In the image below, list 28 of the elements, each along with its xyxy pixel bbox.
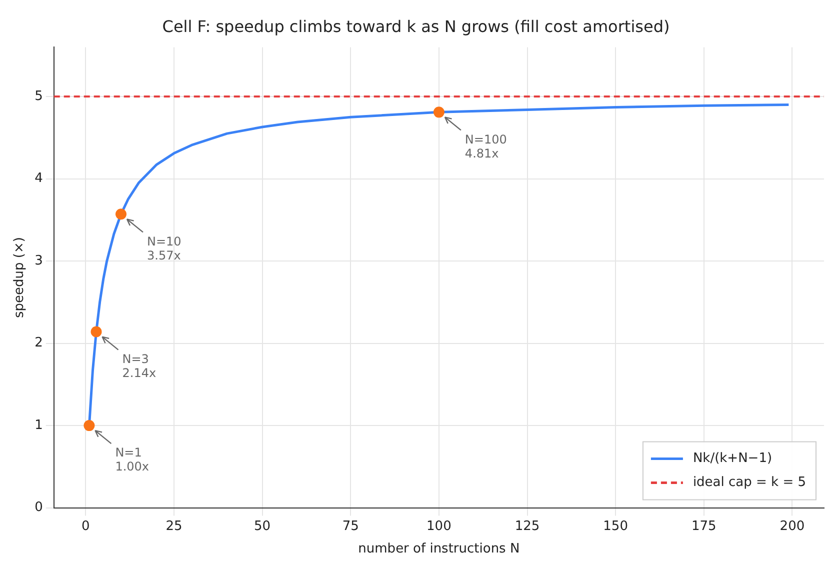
y-tick-label: 3 <box>34 253 43 268</box>
x-tick-label: 50 <box>254 518 271 534</box>
point <box>433 106 444 118</box>
x-tick-label: 100 <box>426 518 452 534</box>
y-tick-label: 1 <box>34 418 43 433</box>
annotation: N=10 3.57x <box>146 234 182 262</box>
chart-title: Cell F: speedup climbs toward k as N grows (fill cost amortised) <box>162 16 670 36</box>
x-tick-label: 75 <box>342 518 359 534</box>
y-tick-label: 4 <box>34 171 43 186</box>
legend-label: Nk/(k+N−1) <box>692 451 772 466</box>
annotation: N=3 2.14x <box>122 352 156 380</box>
y-tick-label: 0 <box>34 500 43 516</box>
x-tick-label: 25 <box>166 518 182 534</box>
y-tick-label: 5 <box>34 88 43 104</box>
y-axis-title: speedup (×) <box>12 237 28 318</box>
y-tick-label: 2 <box>34 336 43 351</box>
x-tick-label: 125 <box>514 518 540 534</box>
legend-label: ideal cap = k = 5 <box>692 475 806 490</box>
x-tick-label: 200 <box>780 518 805 534</box>
annotation: N=100 4.81x <box>464 132 507 160</box>
point <box>84 420 95 432</box>
x-tick-label: 150 <box>603 518 628 534</box>
x-tick-label: 175 <box>691 518 716 534</box>
x-tick-label: 0 <box>82 518 90 534</box>
annotation: N=1 1.00x <box>115 446 150 474</box>
x-axis-title: number of instructions N <box>358 542 520 557</box>
point <box>90 326 102 338</box>
point <box>115 208 126 220</box>
